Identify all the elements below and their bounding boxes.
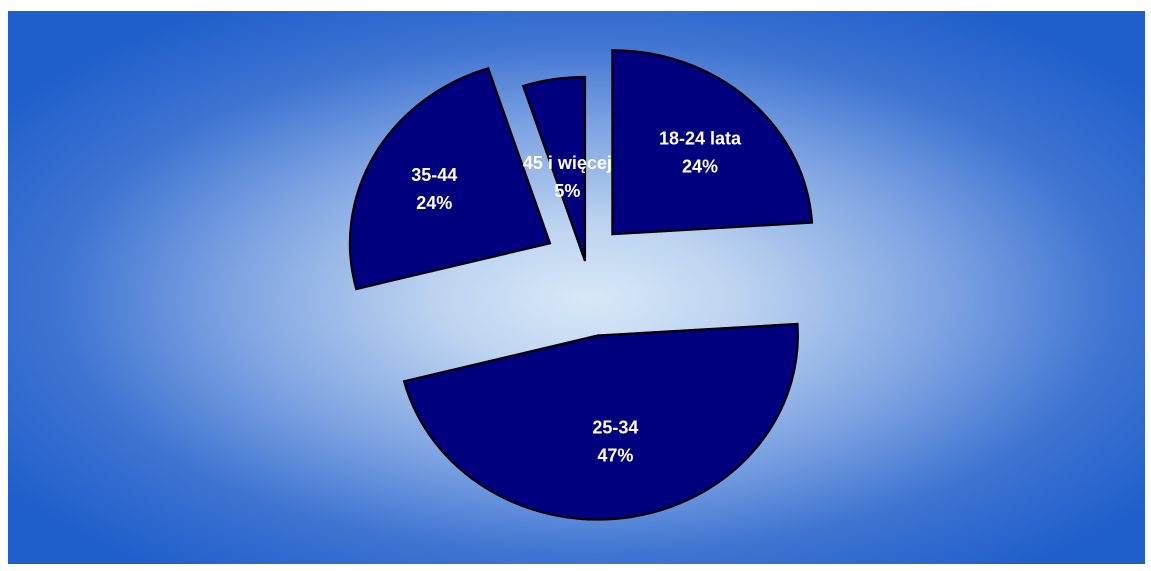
slice-category-label: 45 i więcej (523, 153, 612, 173)
slice-value-label: 24% (682, 156, 718, 176)
slice-value-label: 5% (554, 181, 580, 201)
chart-area: 18-24 lata 24% 25-34 47% 35-44 24% 45 i więcej… (8, 11, 1145, 564)
slice-category-label: 18-24 lata (659, 128, 742, 148)
pie-chart: 18-24 lata 24% 25-34 47% 35-44 24% 45 i więcej… (348, 49, 814, 521)
slice-value-label: 24% (416, 193, 452, 213)
slice-category-label: 35-44 (411, 165, 457, 185)
pie-slice-2 (402, 322, 799, 521)
slice-value-label: 47% (597, 445, 633, 465)
pie-slice-1 (611, 49, 814, 236)
slice-category-label: 25-34 (592, 417, 638, 437)
pie-slice-4 (521, 75, 587, 262)
pie-slice-3 (348, 66, 552, 291)
